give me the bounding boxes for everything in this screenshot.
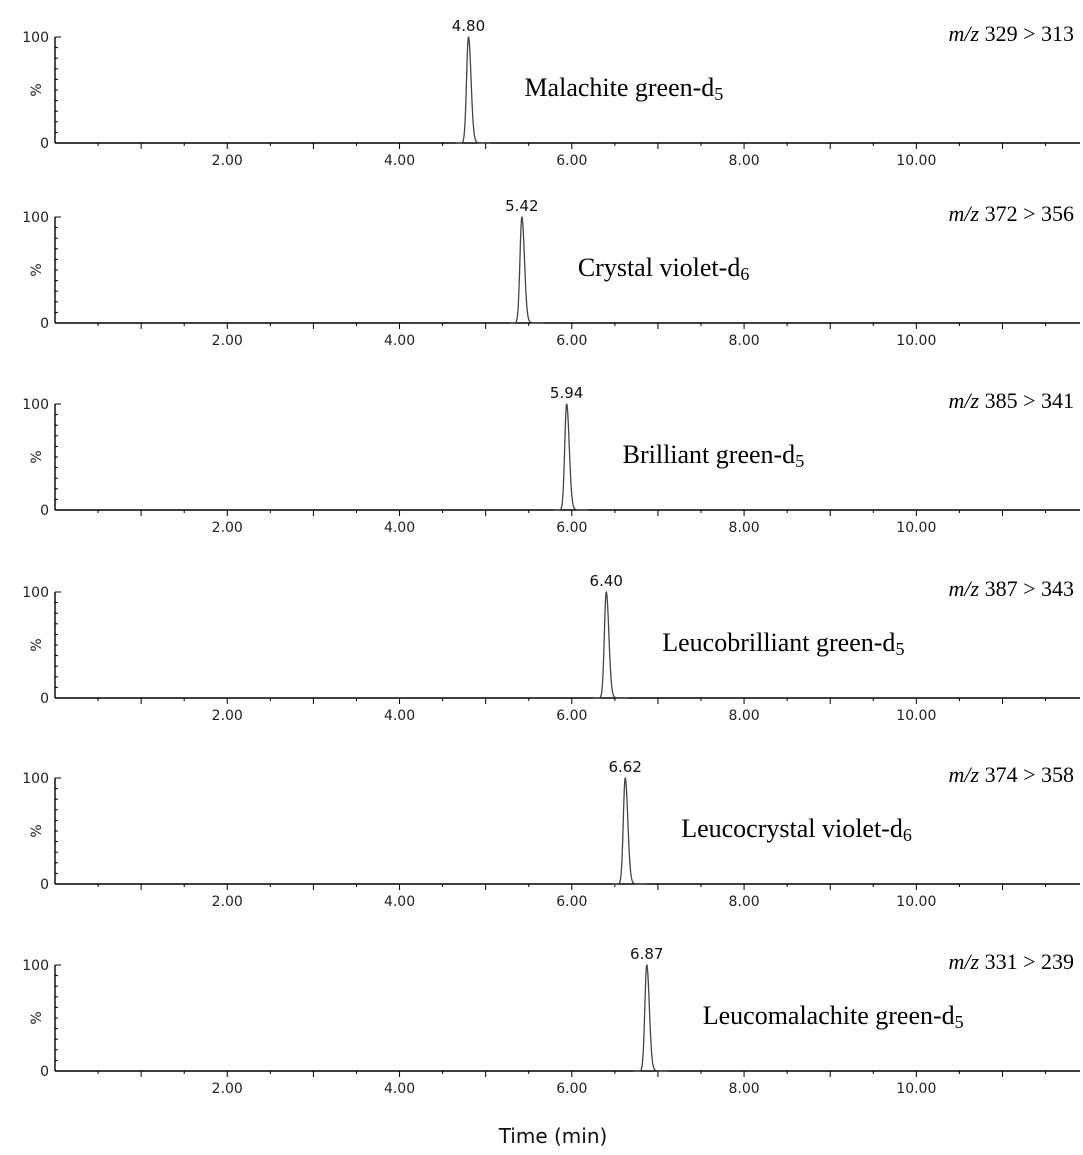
peak-label: 6.62 [609, 758, 642, 776]
peak-trace [553, 403, 589, 511]
compound-name: Malachite green-d5 [524, 73, 723, 104]
chromatogram-panel-3: 100 0% 2.00 4.00 6.00 8.00 10.00 5.94 Brilliant … [22, 384, 1080, 536]
x-tick-label: 10.00 [896, 153, 936, 169]
x-tick-label: 6.00 [556, 894, 587, 910]
compound-name: Crystal violet-d6 [578, 253, 749, 284]
mz-transition: m/z 331 > 239 [949, 949, 1074, 974]
x-tick-label: 2.00 [212, 1081, 243, 1097]
compound-name: Leucomalachite green-d5 [703, 1001, 964, 1032]
peak-trace [508, 216, 544, 324]
compound-name: Brilliant green-d5 [623, 440, 805, 471]
y-tick-label-100: 100 [22, 585, 49, 601]
x-tick-label: 10.00 [896, 894, 936, 910]
mz-transition: m/z 387 > 343 [949, 576, 1074, 601]
y-tick-label-100: 100 [22, 397, 49, 413]
peak-trace [633, 964, 669, 1072]
x-tick-label: 2.00 [212, 894, 243, 910]
x-tick-label: 6.00 [556, 153, 587, 169]
x-tick-label: 4.00 [384, 153, 415, 169]
compound-name: Leucocrystal violet-d6 [681, 814, 912, 845]
x-tick-label: 10.00 [896, 520, 936, 536]
y-tick-label-0: 0 [40, 503, 49, 519]
mz-transition: m/z 385 > 341 [949, 388, 1074, 413]
peak-trace [593, 591, 628, 699]
y-tick-label-0: 0 [40, 136, 49, 152]
x-tick-label: 8.00 [728, 333, 759, 349]
x-tick-label: 8.00 [728, 153, 759, 169]
x-tick-label: 2.00 [212, 520, 243, 536]
x-tick-label: 8.00 [728, 708, 759, 724]
y-axis-label: % [29, 824, 45, 837]
x-tick-label: 8.00 [728, 894, 759, 910]
chromatogram-panel-4: 100 0% 2.00 4.00 6.00 8.00 10.00 6.40 Leucobrill… [22, 572, 1080, 724]
mz-transition: m/z 372 > 356 [949, 201, 1074, 226]
x-tick-label: 4.00 [384, 708, 415, 724]
compound-name: Leucobrilliant green-d5 [662, 628, 904, 659]
mz-transition: m/z 329 > 313 [949, 21, 1074, 46]
x-tick-label: 8.00 [728, 1081, 759, 1097]
chromatogram-panel-5: 100 0% 2.00 4.00 6.00 8.00 10.00 6.62 Leucocryst… [22, 758, 1080, 910]
panels-group: 100 0% 2.00 4.00 6.00 8.00 10.00 4.80 Malachite … [22, 17, 1080, 1097]
y-tick-label-0: 0 [40, 316, 49, 332]
peak-trace [455, 36, 490, 144]
peak-label: 5.42 [505, 197, 538, 215]
x-tick-label: 6.00 [556, 708, 587, 724]
x-tick-label: 2.00 [212, 333, 243, 349]
x-tick-label: 2.00 [212, 708, 243, 724]
y-tick-label-0: 0 [40, 691, 49, 707]
x-tick-label: 10.00 [896, 708, 936, 724]
x-tick-label: 4.00 [384, 894, 415, 910]
x-tick-label: 2.00 [212, 153, 243, 169]
x-tick-label: 4.00 [384, 333, 415, 349]
peak-label: 6.40 [590, 572, 623, 590]
x-axis-title: Time (min) [498, 1124, 608, 1148]
y-tick-label-0: 0 [40, 877, 49, 893]
y-tick-label-100: 100 [22, 210, 49, 226]
x-tick-label: 6.00 [556, 333, 587, 349]
chromatogram-panel-6: 100 0% 2.00 4.00 6.00 8.00 10.00 6.87 Leucomalac… [22, 945, 1080, 1097]
x-tick-label: 10.00 [896, 333, 936, 349]
y-tick-label-100: 100 [22, 30, 49, 46]
y-tick-label-0: 0 [40, 1064, 49, 1080]
chromatogram-panel-1: 100 0% 2.00 4.00 6.00 8.00 10.00 4.80 Malachite … [22, 17, 1080, 169]
x-tick-label: 6.00 [556, 520, 587, 536]
y-axis-label: % [29, 1011, 45, 1024]
y-axis-label: % [29, 263, 45, 276]
peak-label: 4.80 [452, 17, 485, 35]
x-tick-label: 8.00 [728, 520, 759, 536]
x-tick-label: 4.00 [384, 1081, 415, 1097]
x-tick-label: 10.00 [896, 1081, 936, 1097]
peak-label: 5.94 [550, 384, 583, 402]
peak-label: 6.87 [630, 945, 663, 963]
y-axis-label: % [29, 638, 45, 651]
x-tick-label: 6.00 [556, 1081, 587, 1097]
y-axis-label: % [29, 83, 45, 96]
y-tick-label-100: 100 [22, 771, 49, 787]
peak-trace [612, 777, 647, 885]
y-axis-label: % [29, 450, 45, 463]
y-tick-label-100: 100 [22, 958, 49, 974]
x-tick-label: 4.00 [384, 520, 415, 536]
chromatogram-panel-2: 100 0% 2.00 4.00 6.00 8.00 10.00 5.42 Crystal vi… [22, 197, 1080, 349]
mz-transition: m/z 374 > 358 [949, 762, 1074, 787]
